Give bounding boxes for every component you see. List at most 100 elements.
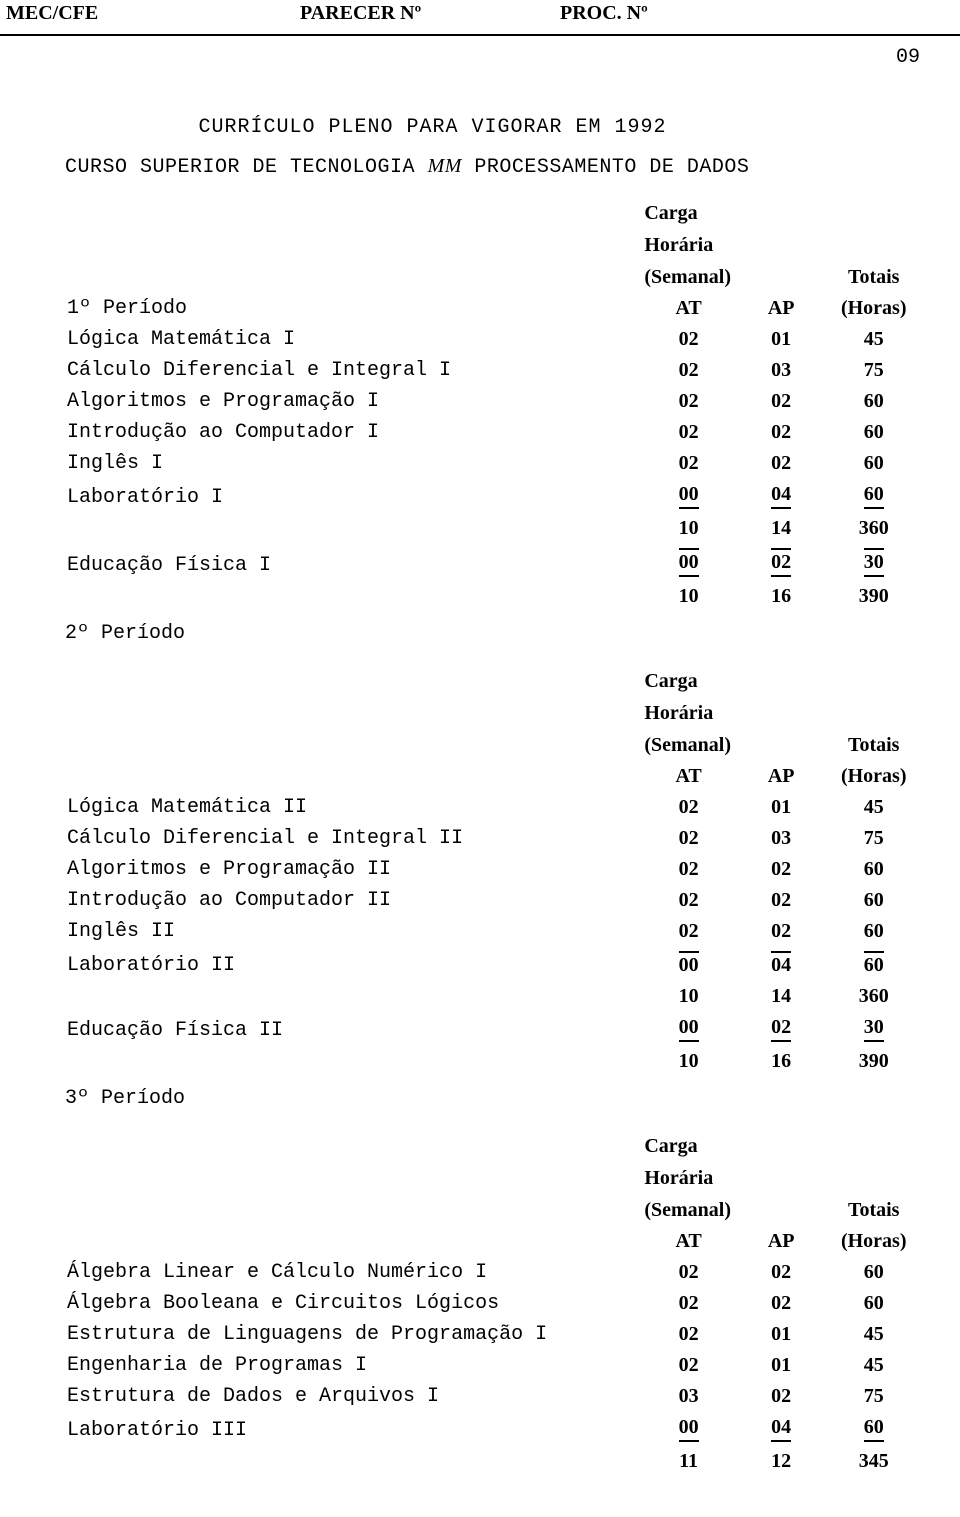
discipline-cell — [65, 1046, 642, 1077]
curriculum-table: CargaHorária(Semanal)TotaisATAP(Horas)Ló… — [65, 665, 920, 1077]
col-header-horaria: Horária — [642, 229, 827, 261]
table-row: Inglês I020260 — [65, 448, 920, 479]
discipline-cell — [65, 1446, 642, 1477]
col-header-horas: (Horas) — [827, 1226, 920, 1257]
table-row: 1112345 — [65, 1446, 920, 1477]
value-text: 02 — [771, 421, 791, 443]
value-text: 45 — [864, 328, 884, 350]
value-cell-h: 60 — [827, 417, 920, 448]
value-cell-ap: 02 — [735, 544, 828, 581]
value-cell-ap: 02 — [735, 854, 828, 885]
next-period-label: 3º Período — [65, 1087, 920, 1110]
value-cell-at: 02 — [642, 324, 735, 355]
value-cell-ap: 01 — [735, 792, 828, 823]
table-row: 10 16 390 — [65, 581, 920, 612]
value-text: 60 — [864, 920, 884, 942]
col-header-horaria: Horária — [642, 697, 827, 729]
discipline-cell: Inglês I — [65, 448, 642, 479]
value-cell-ap: 02 — [735, 885, 828, 916]
value-cell-at: 10 — [642, 513, 735, 544]
period-label: 1º Período — [65, 197, 642, 324]
period-block: CargaHorária(Semanal)TotaisATAP(Horas)Ló… — [65, 665, 920, 1110]
value-text: 30 — [864, 548, 884, 577]
value-cell-at: 00 — [642, 947, 735, 981]
value-cell-h: 60 — [827, 386, 920, 417]
value-text: 00 — [679, 951, 699, 977]
value-cell-ap: 01 — [735, 1350, 828, 1381]
value-cell-h: 60 — [827, 448, 920, 479]
value-cell-at: 10 — [642, 1046, 735, 1077]
value-text: 01 — [771, 328, 791, 350]
table-row: Álgebra Booleana e Circuitos Lógicos0202… — [65, 1288, 920, 1319]
value-cell-h: 30 — [827, 544, 920, 581]
value-text: 60 — [864, 1416, 884, 1442]
discipline-cell: Estrutura de Linguagens de Programação I — [65, 1319, 642, 1350]
value-cell-ap: 16 — [735, 581, 828, 612]
discipline-cell — [65, 513, 642, 544]
discipline-cell: Educação Física II — [65, 1012, 642, 1046]
discipline-cell: Laboratório II — [65, 947, 642, 981]
value-text: 02 — [771, 889, 791, 911]
value-text: 75 — [864, 827, 884, 849]
value-cell-h: 45 — [827, 1350, 920, 1381]
value-cell-ap: 04 — [735, 947, 828, 981]
value-text: 60 — [864, 951, 884, 977]
table-row: Inglês II020260 — [65, 916, 920, 947]
discipline-cell: Introdução ao Computador I — [65, 417, 642, 448]
value-cell-at: 02 — [642, 854, 735, 885]
col-header-carga: Carga — [642, 1130, 827, 1162]
periods-container: 1º Período CargaHorária(Semanal)TotaisATA… — [65, 197, 920, 1477]
value-cell-h: 45 — [827, 792, 920, 823]
value-text: 60 — [864, 1292, 884, 1314]
value-cell-ap: 02 — [735, 417, 828, 448]
value-cell-h: 75 — [827, 355, 920, 386]
value-text: 11 — [679, 1450, 698, 1472]
value-cell-h: 60 — [827, 916, 920, 947]
table-row: Introdução ao Computador I 02 02 60 — [65, 417, 920, 448]
curriculum-table: 1º PeríodoCargaHorária(Semanal)TotaisATA… — [65, 197, 920, 612]
value-cell-at: 10 — [642, 981, 735, 1012]
value-text: 16 — [771, 1050, 791, 1072]
value-cell-at: 02 — [642, 792, 735, 823]
discipline-cell: Introdução ao Computador II — [65, 885, 642, 916]
discipline-cell: Laboratório III — [65, 1412, 642, 1446]
discipline-cell: Algoritmos e Programação I — [65, 386, 642, 417]
value-cell-h: 30 — [827, 1012, 920, 1046]
col-header-carga: Carga — [642, 197, 827, 229]
value-text: 02 — [679, 421, 699, 443]
value-text: 45 — [864, 796, 884, 818]
value-cell-at: 10 — [642, 581, 735, 612]
col-header-blank — [827, 229, 920, 261]
table-row: Algoritmos e Programação II020260 — [65, 854, 920, 885]
header-right: PROC. Nº — [560, 2, 648, 25]
value-text: 390 — [859, 585, 889, 607]
next-period-label: 2º Período — [65, 622, 920, 645]
value-cell-at: 02 — [642, 355, 735, 386]
value-cell-ap: 16 — [735, 1046, 828, 1077]
curriculum-table: CargaHorária(Semanal)TotaisATAP(Horas)Ál… — [65, 1130, 920, 1477]
value-text: 02 — [679, 889, 699, 911]
value-text: 02 — [771, 920, 791, 942]
table-row: Estrutura de Linguagens de Programação I… — [65, 1319, 920, 1350]
value-text: 02 — [679, 858, 699, 880]
value-cell-ap: 01 — [735, 1319, 828, 1350]
value-cell-h: 60 — [827, 1412, 920, 1446]
value-cell-ap: 04 — [735, 479, 828, 513]
content: CURRÍCULO PLENO PARA VIGORAR EM 1992 CUR… — [0, 36, 960, 1517]
discipline-cell: Engenharia de Programas I — [65, 1350, 642, 1381]
col-header-semanal: (Semanal) — [642, 1194, 827, 1226]
value-cell-ap: 02 — [735, 1288, 828, 1319]
value-text: 02 — [771, 1292, 791, 1314]
value-cell-at: 00 — [642, 1012, 735, 1046]
value-text: 45 — [864, 1323, 884, 1345]
value-text: 02 — [679, 359, 699, 381]
value-text: 16 — [771, 585, 791, 607]
value-cell-at: 00 — [642, 544, 735, 581]
value-text: 10 — [679, 517, 699, 539]
col-header-semanal: (Semanal) — [642, 729, 827, 761]
period-label — [65, 1130, 642, 1257]
value-text: 14 — [771, 985, 791, 1007]
value-text: 02 — [771, 858, 791, 880]
table-row: Educação Física II000230 — [65, 1012, 920, 1046]
value-cell-at: 02 — [642, 448, 735, 479]
